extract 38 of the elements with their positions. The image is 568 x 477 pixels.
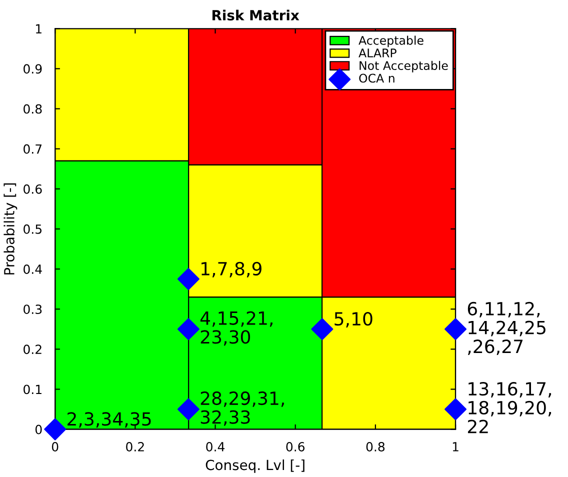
- legend-label: ALARP: [358, 48, 396, 58]
- y-tick-label: 0.5: [24, 224, 42, 234]
- y-axis-title: Probability [-]: [4, 183, 18, 274]
- x-axis-title: Conseq. Lvl [-]: [206, 459, 304, 473]
- point: [177, 268, 200, 290]
- y-tick-label: 1: [36, 24, 42, 34]
- point: [311, 318, 334, 340]
- legend-label: OCA n: [359, 74, 394, 83]
- x-tick-label: 0.4: [206, 442, 225, 452]
- y-tick-label: 0.7: [24, 144, 42, 154]
- y-tick-label: 0.9: [24, 64, 42, 74]
- y-tick-label: 0.1: [24, 384, 42, 394]
- annotation: 13,16,17, 18,19,20, 22: [468, 382, 552, 434]
- annotation: 5,10: [334, 312, 372, 328]
- point: [444, 318, 467, 340]
- point: [177, 398, 200, 420]
- x-tick-label: 1: [452, 442, 458, 452]
- y-tick-label: 0.3: [24, 304, 42, 314]
- y-tick-label: 0.2: [24, 344, 42, 354]
- annotation: 1,7,8,9: [202, 262, 262, 278]
- x-tick-label: 0.6: [286, 442, 305, 452]
- legend-label: Not Acceptable: [360, 60, 448, 72]
- y-tick-label: 0.4: [24, 264, 42, 274]
- annotation: 6,11,12, 14,24,25 ,26,27: [468, 302, 546, 356]
- annotation: 28,29,31, 32,33: [200, 391, 284, 426]
- annotation: 4,15,21, 23,30: [200, 311, 272, 346]
- x-tick-label: 0.2: [126, 442, 144, 452]
- chart-title: Risk Matrix: [212, 10, 300, 20]
- y-tick-label: 0.8: [24, 104, 42, 114]
- legend-label: Acceptable: [358, 36, 424, 48]
- y-tick-label: 0: [35, 424, 42, 434]
- point: [44, 418, 66, 440]
- annotation: 2,3,34,35: [68, 412, 151, 428]
- y-tick-label: 0.6: [24, 184, 42, 194]
- point: [444, 398, 467, 420]
- x-tick-label: 0.8: [366, 442, 385, 452]
- x-tick-label: 0: [52, 442, 58, 452]
- point: [177, 318, 200, 340]
